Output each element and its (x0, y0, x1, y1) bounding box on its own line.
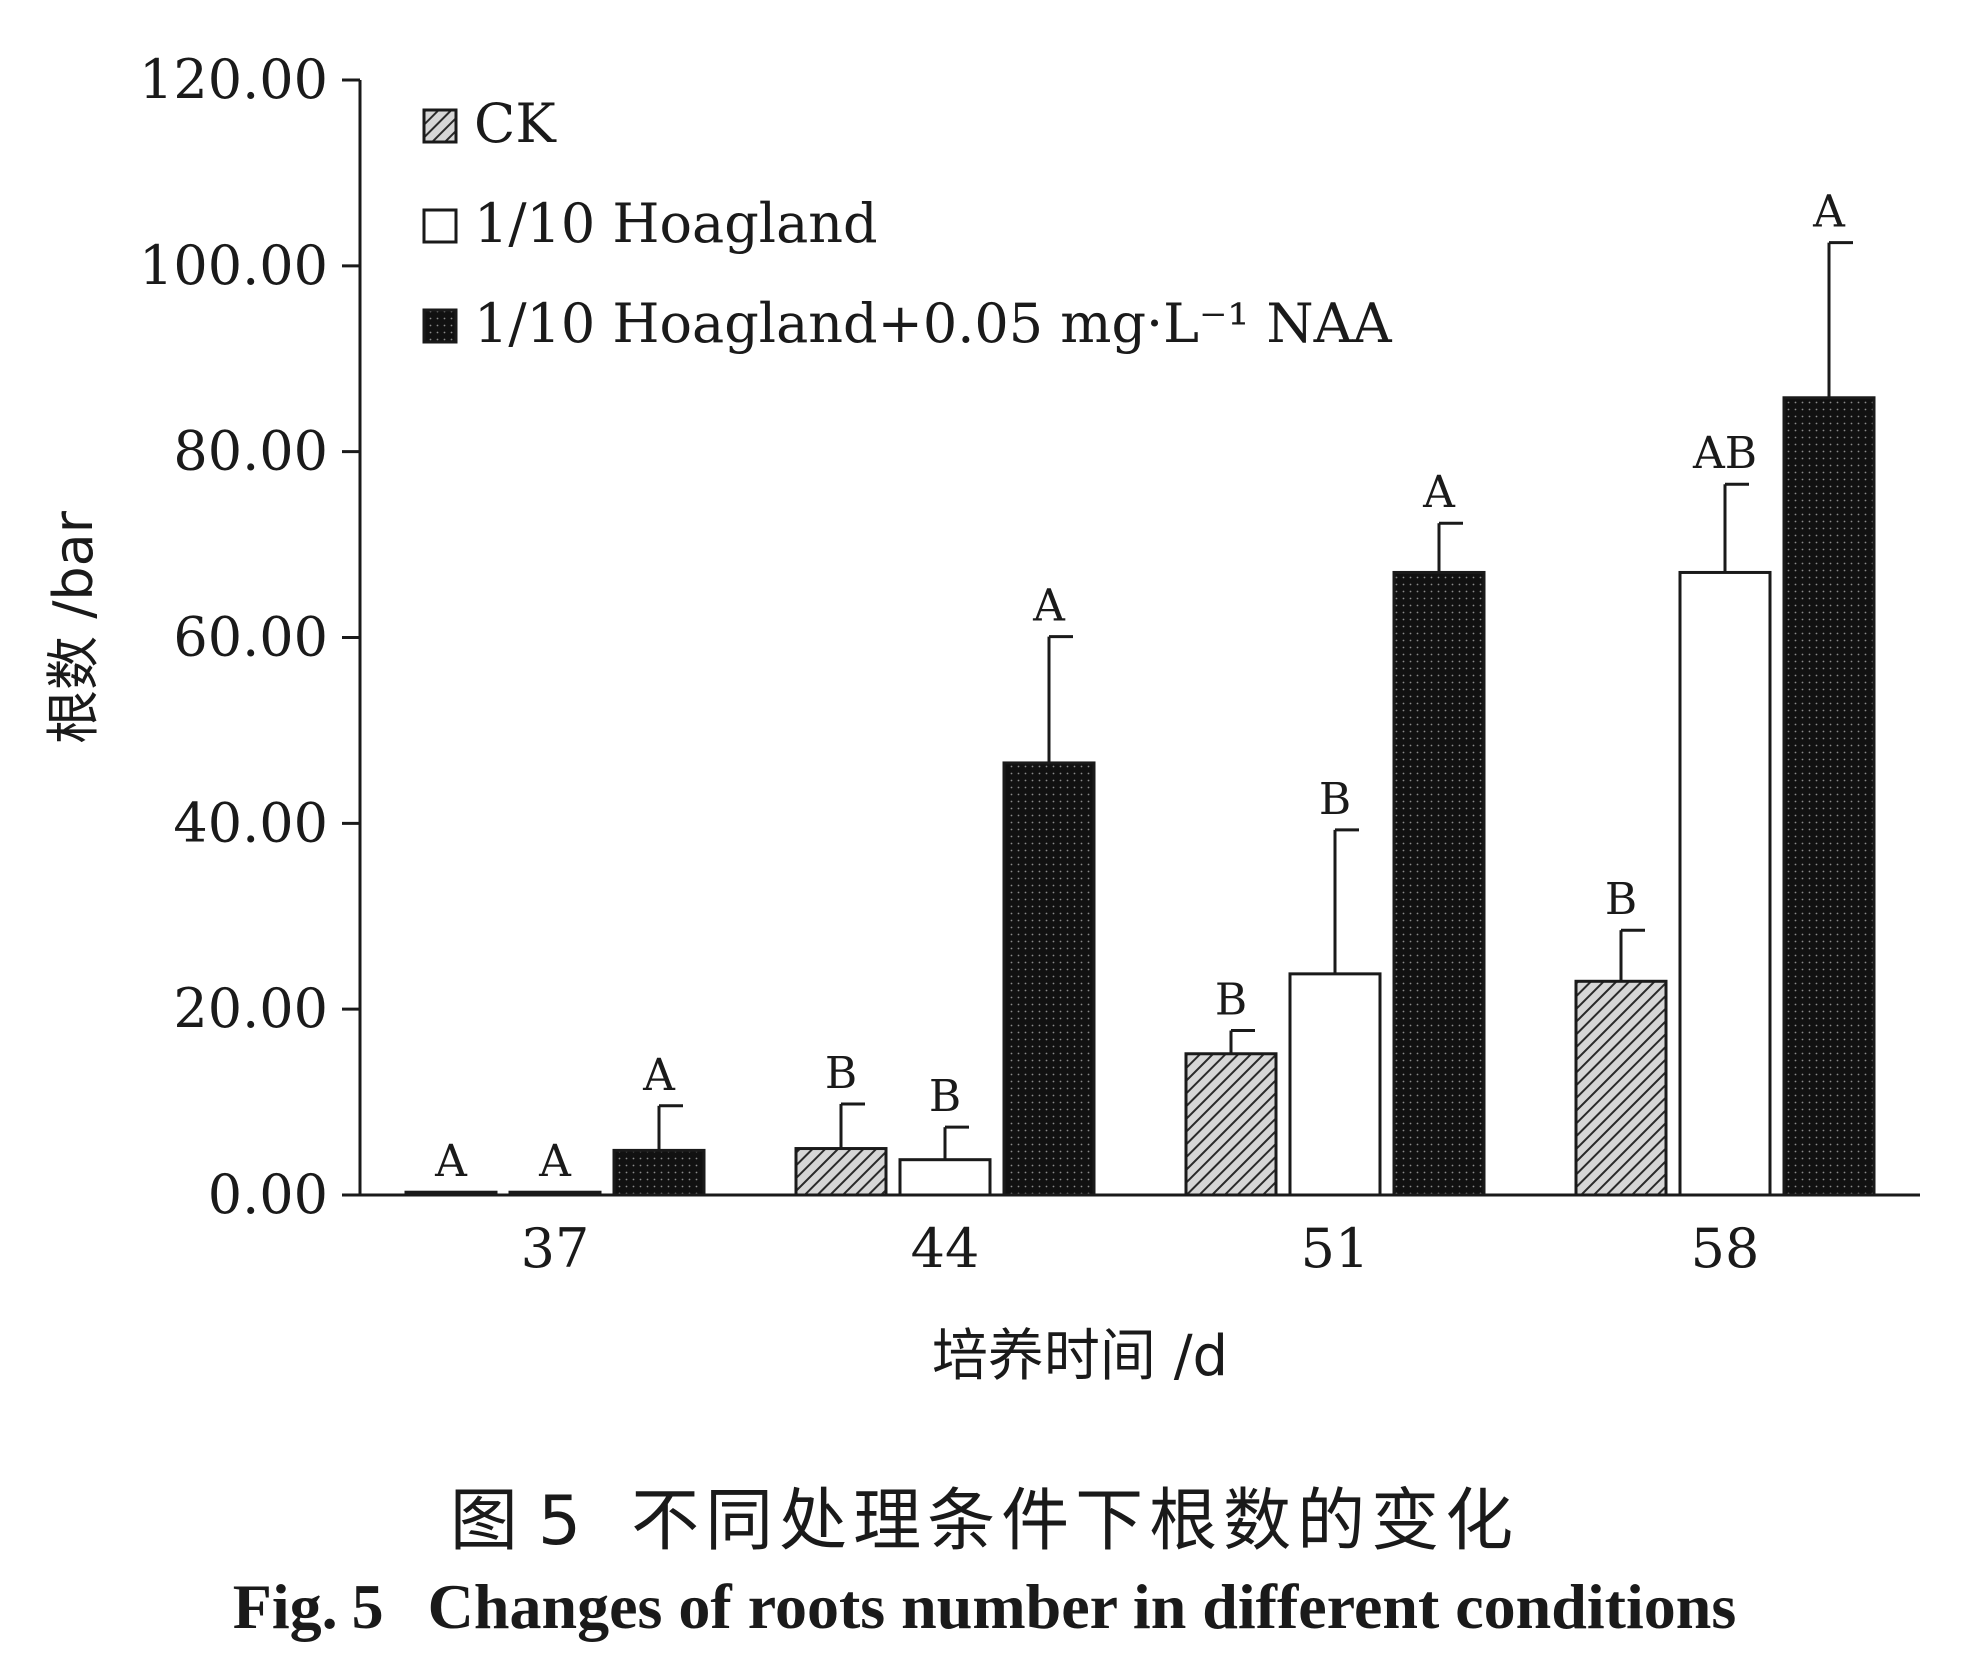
legend-swatch (422, 208, 458, 244)
caption-en-prefix: Fig. (232, 1571, 338, 1642)
bar (1782, 396, 1876, 1197)
significance-letter: A (434, 1136, 468, 1187)
y-tick-label: 120.00 (139, 48, 328, 111)
y-tick-label: 0.00 (208, 1163, 328, 1226)
bar (404, 1190, 498, 1197)
legend: CK 1/10 Hoagland 1/10 Hoagland+0.05 mg·L⁻¹… (422, 92, 1393, 355)
y-tick-label: 40.00 (173, 791, 328, 854)
significance-letter: A (1032, 581, 1066, 632)
bar (794, 1147, 888, 1197)
caption-en-number: 5 (351, 1571, 384, 1642)
significance-letter: B (825, 1048, 857, 1099)
bar-chart: 0.00 20.00 40.00 60.00 80.00 100.00 120.00 根数 /… (42, 48, 1920, 1389)
y-tick-label: 20.00 (173, 977, 328, 1040)
caption-en-title: Changes of roots number in different con… (427, 1571, 1737, 1642)
figure-caption-chinese: 图 5 不同处理条件下根数的变化 (0, 1465, 1969, 1564)
bar (1392, 570, 1486, 1197)
bars (404, 241, 1876, 1197)
y-axis-label: 根数 /bar (42, 510, 105, 744)
bar (1288, 972, 1382, 1197)
bar (508, 1190, 602, 1197)
x-axis-label: 培养时间 /d (932, 1324, 1228, 1389)
bar (612, 1148, 706, 1197)
significance-letter: B (929, 1071, 961, 1122)
y-tick-label: 80.00 (173, 420, 328, 483)
significance-letter: A (1812, 187, 1846, 238)
x-tick-label: 58 (1691, 1217, 1760, 1280)
significance-letter: B (1319, 774, 1351, 825)
significance-letter: B (1215, 975, 1247, 1026)
significance-letter: A (538, 1136, 572, 1187)
bar (1574, 979, 1668, 1197)
caption-cn-prefix: 图 (449, 1482, 524, 1561)
significance-letter: AB (1692, 428, 1757, 479)
legend-label: 1/10 Hoagland+0.05 mg·L⁻¹ NAA (474, 292, 1393, 355)
caption-cn-title: 不同处理条件下根数的变化 (631, 1482, 1520, 1561)
legend-swatch (422, 308, 458, 344)
bar (1184, 1052, 1278, 1197)
x-tick-label: 51 (1301, 1217, 1370, 1280)
labels: 37 A A A 44 B B A 51 B B A 58 B AB A (434, 187, 1846, 1280)
bar (898, 1158, 992, 1197)
significance-letter: A (642, 1050, 676, 1101)
legend-swatch (422, 108, 458, 144)
y-tick-label: 60.00 (173, 606, 328, 669)
x-tick-label: 37 (521, 1217, 590, 1280)
axes: 0.00 20.00 40.00 60.00 80.00 100.00 120.00 根数 /… (42, 48, 1920, 1389)
legend-label: 1/10 Hoagland (474, 192, 878, 255)
y-tick-label: 100.00 (139, 234, 328, 297)
x-tick-label: 44 (911, 1217, 980, 1280)
significance-letter: B (1605, 874, 1637, 925)
bar (1678, 570, 1772, 1197)
bar (1002, 761, 1096, 1197)
significance-letter: A (1422, 467, 1456, 518)
legend-label: CK (474, 92, 557, 155)
caption-cn-number: 5 (537, 1482, 588, 1561)
figure-caption-english: Fig. 5 Changes of roots number in differen… (0, 1570, 1969, 1644)
